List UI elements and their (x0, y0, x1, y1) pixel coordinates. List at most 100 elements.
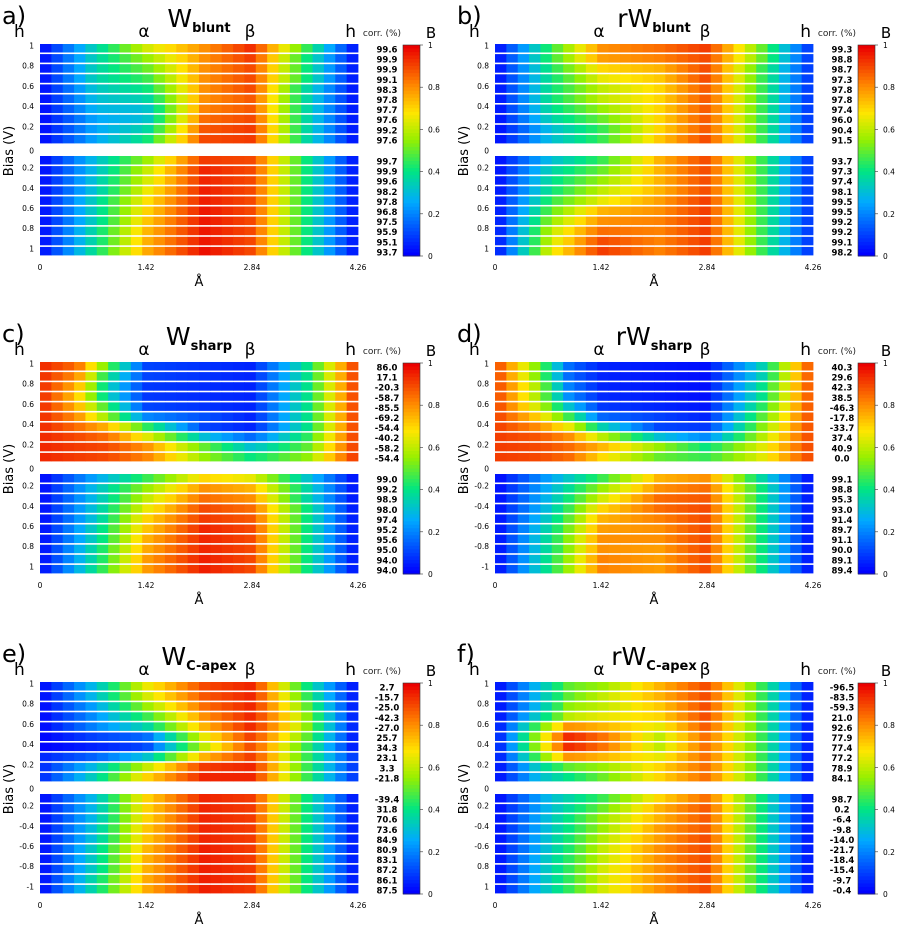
colorbar-segment (403, 429, 420, 434)
colorbar-label: B (881, 24, 891, 42)
corr-value: -0.4 (833, 886, 852, 896)
heatmap-cell (176, 824, 189, 833)
heatmap-cell (62, 524, 75, 533)
heatmap-cell (585, 166, 598, 175)
heatmap-cell (346, 722, 359, 731)
heatmap-cell (108, 236, 120, 246)
heatmap-cell (40, 64, 52, 73)
heatmap-cell (767, 186, 780, 195)
colorbar-segment (858, 858, 875, 863)
heatmap-cell (585, 64, 598, 73)
heatmap-cell (790, 134, 803, 144)
heatmap-cell (153, 382, 166, 391)
heatmap-cell (665, 64, 678, 73)
heatmap-cell (244, 382, 257, 391)
heatmap-cell (312, 692, 325, 701)
heatmap-cell (346, 94, 359, 103)
heatmap-cell (187, 804, 200, 813)
heatmap-cell (733, 196, 746, 205)
colorbar-segment (403, 749, 420, 754)
heatmap-cell (85, 804, 98, 813)
heatmap-cell (733, 94, 746, 103)
heatmap-cell (551, 422, 564, 432)
heatmap-cell (51, 484, 64, 493)
colorbar-segment (403, 94, 420, 99)
heatmap-cell (801, 742, 814, 752)
heatmap-cell (96, 474, 109, 483)
heatmap-cell (608, 246, 621, 256)
heatmap-cell (631, 196, 644, 205)
heatmap-cell (631, 794, 644, 803)
heatmap-cell (790, 114, 803, 124)
corr-value: 96.8 (377, 208, 398, 218)
heatmap-cell (585, 854, 598, 864)
heatmap-cell (62, 124, 75, 134)
heatmap-cell (255, 236, 268, 246)
heatmap-cell (574, 534, 587, 544)
heatmap-cell (40, 514, 52, 523)
heatmap-cell (221, 104, 234, 114)
heatmap-cell (778, 412, 791, 421)
colorbar-segment (403, 700, 420, 705)
heatmap-cell (40, 382, 52, 391)
heatmap-cell (244, 236, 257, 246)
heatmap-cell (722, 166, 734, 175)
heatmap-cell (778, 494, 791, 503)
heatmap-cell (801, 554, 814, 564)
heatmap-cell (267, 504, 279, 513)
heatmap-cell (699, 94, 712, 103)
colorbar-segment (403, 161, 420, 166)
heatmap-cell (176, 412, 189, 421)
heatmap-cell (62, 362, 75, 371)
heatmap-cell (597, 176, 609, 185)
heatmap-cell (221, 176, 234, 185)
heatmap-cell (767, 206, 780, 215)
heatmap-cell (710, 814, 723, 823)
heatmap-cell (210, 216, 223, 226)
heatmap-cell (323, 814, 336, 823)
heatmap-cell (142, 74, 154, 83)
heatmap-cell (335, 422, 348, 432)
heatmap-cell (176, 814, 189, 823)
heatmap-cell (778, 682, 791, 691)
heatmap-cell (312, 564, 325, 574)
heatmap-cell (119, 804, 132, 813)
heatmap-cell (187, 442, 200, 452)
heatmap-cell (323, 504, 336, 513)
heatmap-cell (278, 514, 291, 523)
heatmap-row-top (495, 74, 814, 83)
heatmap-cell (699, 772, 712, 782)
heatmap-cell (495, 246, 507, 256)
heatmap-cell (665, 236, 678, 246)
colorbar-segment (858, 489, 875, 494)
heatmap-cell (210, 474, 223, 483)
heatmap-cell (130, 722, 143, 731)
heatmap-cell (85, 762, 98, 772)
colorbar-segment (403, 886, 420, 891)
heatmap-cell (778, 206, 791, 215)
y-tick-label: 0 (29, 465, 34, 474)
heatmap-cell (529, 722, 541, 731)
heatmap-cell (335, 54, 348, 63)
heatmap-cell (96, 412, 109, 421)
heatmap-cell (722, 156, 734, 165)
heatmap-cell (767, 504, 780, 513)
heatmap-cell (199, 124, 211, 134)
heatmap-cell (255, 702, 268, 711)
heatmap-cell (74, 752, 86, 762)
heatmap-cell (710, 772, 723, 782)
heatmap-cell (221, 432, 234, 442)
heatmap-cell (676, 246, 689, 256)
heatmap-cell (74, 742, 86, 752)
heatmap-cell (756, 682, 768, 691)
heatmap-cell (233, 226, 245, 236)
heatmap-cell (778, 504, 791, 513)
heatmap-cell (187, 884, 200, 894)
heatmap-cell (767, 752, 780, 762)
heatmap-cell (778, 236, 791, 246)
heatmap-cell (608, 692, 621, 701)
heatmap-cell (85, 794, 98, 803)
heatmap-cell (323, 176, 336, 185)
heatmap-cell (199, 74, 211, 83)
colorbar-segment (858, 143, 875, 148)
